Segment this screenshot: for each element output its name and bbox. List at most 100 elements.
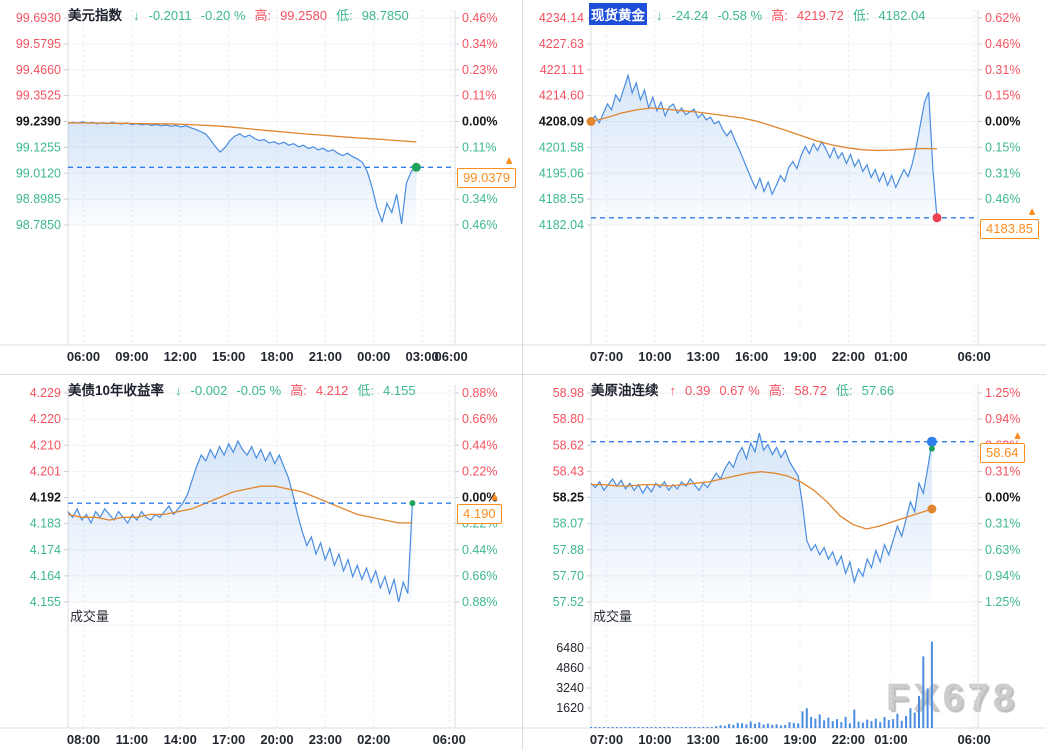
low-label: 低: (357, 383, 375, 398)
volume-bar (719, 725, 722, 728)
volume-bar (615, 727, 618, 728)
volume-bar (861, 722, 864, 728)
right-axis-tick-label: 0.31% (985, 517, 1020, 531)
volume-bar (866, 719, 869, 728)
chart-canvas-us-crude[interactable]: 58.98 1.25% 58.80 0.94% 58.62 0.63% 58.43 0.31%… (523, 375, 1046, 750)
volume-bar (930, 641, 933, 728)
volume-bar (654, 727, 657, 728)
volume-bar (896, 713, 899, 728)
high-label: 高: (768, 383, 786, 398)
volume-bar (805, 708, 808, 728)
right-axis-tick-label: 0.46% (985, 37, 1020, 51)
low-label: 低: (336, 8, 353, 23)
left-axis-tick-label: 4208.09 (539, 115, 584, 129)
volume-bar (922, 656, 925, 728)
current-price-value: 4183.85 (986, 221, 1033, 236)
time-axis-label: 09:00 (115, 349, 148, 364)
time-axis-label: 01:00 (874, 732, 907, 747)
volume-bar (641, 727, 644, 728)
instrument-title[interactable]: 美债10年收益率 (68, 383, 165, 398)
latest-price-dot (932, 213, 942, 223)
left-axis-tick-label: 57.70 (553, 569, 584, 583)
high-value: 58.72 (794, 383, 827, 398)
volume-bar (689, 727, 692, 728)
chart-panel-us10y-yield: 4.229 0.88% 4.220 0.66% 4.210 0.44% 4.201 0.22%… (0, 375, 523, 750)
time-axis-label: 22:00 (832, 349, 865, 364)
latest-price-dot (926, 436, 937, 447)
right-axis-tick-label: 0.00% (985, 491, 1020, 505)
instrument-title[interactable]: 美元指数 (68, 8, 122, 23)
left-axis-tick-label: 4234.14 (539, 11, 584, 25)
left-axis-tick-label: 4.210 (30, 438, 61, 452)
right-axis-tick-label: 1.25% (985, 595, 1020, 609)
volume-bar (706, 727, 709, 728)
low-value: 4.155 (383, 383, 416, 398)
average-price-line (68, 122, 417, 143)
left-axis-tick-label: 58.98 (553, 386, 584, 400)
chart-canvas-spot-gold[interactable]: 4234.14 0.62% 4227.63 0.46% 4221.11 0.31% 4214… (523, 0, 1046, 375)
volume-bar (814, 718, 817, 728)
volume-bar (758, 722, 761, 728)
chart-canvas-us10y-yield[interactable]: 4.229 0.88% 4.220 0.66% 4.210 0.44% 4.201 0.22%… (0, 375, 523, 750)
left-axis-tick-label: 4182.04 (539, 218, 584, 232)
left-axis-tick-label: 4.220 (30, 412, 61, 426)
time-axis-label: 07:00 (590, 732, 623, 747)
time-axis-label: 21:00 (309, 349, 342, 364)
change-direction-icon: ↑ (669, 383, 677, 398)
instrument-title[interactable]: 美原油连续 (591, 383, 659, 398)
time-axis-label: 00:00 (357, 349, 390, 364)
volume-bar (611, 727, 614, 728)
change-percent: 0.67 % (719, 383, 760, 398)
volume-bar (909, 708, 912, 728)
volume-bar (831, 721, 834, 728)
time-axis-label: 06:00 (67, 349, 100, 364)
instrument-title[interactable]: 现货黄金 (589, 3, 647, 25)
right-axis-tick-label: 0.31% (985, 63, 1020, 77)
change-direction-icon: ↓ (133, 8, 140, 23)
price-marker-icon: ▲ (489, 491, 500, 502)
volume-bar (857, 721, 860, 728)
price-marker-icon: ▲ (1027, 206, 1037, 217)
change-value: 0.39 (685, 383, 711, 398)
left-axis-tick-label: 98.8985 (16, 192, 61, 206)
change-value: -24.24 (671, 8, 709, 23)
right-axis-tick-label: 0.00% (462, 115, 497, 129)
volume-bar (827, 717, 830, 728)
time-axis-label: 17:00 (212, 732, 245, 747)
left-axis-tick-label: 58.43 (553, 464, 584, 478)
chart-panel-us-crude: FX678 58.98 1.25% 58.80 0.94% 58.62 0.63% 58.4… (523, 375, 1046, 750)
chart-canvas-usd-index[interactable]: 99.6930 0.46% 99.5795 0.34% 99.4660 0.23% 99.3… (0, 0, 523, 375)
volume-section-label: 成交量 (70, 609, 110, 624)
right-axis-tick-label: 0.15% (985, 140, 1020, 154)
time-axis-label: 08:00 (67, 732, 100, 747)
volume-bar (840, 722, 843, 728)
time-axis-label: 06:00 (958, 732, 991, 747)
left-axis-tick-label: 99.4660 (16, 63, 61, 77)
current-price-value: 58.64 (986, 445, 1019, 460)
volume-bar (710, 727, 713, 728)
latest-price-dot (586, 117, 596, 126)
time-axis-label: 02:00 (357, 732, 390, 747)
latest-price-dot (927, 504, 937, 514)
left-axis-tick-label: 4.174 (30, 543, 61, 557)
high-value: 99.2580 (280, 8, 328, 23)
time-axis-label: 13:00 (687, 349, 720, 364)
time-axis-label: 15:00 (212, 349, 245, 364)
volume-bar (672, 727, 674, 728)
right-axis-tick-label: 0.94% (985, 412, 1020, 426)
high-label: 高: (290, 383, 307, 398)
volume-bar (784, 724, 787, 728)
left-axis-tick-label: 4227.63 (539, 37, 584, 51)
volume-bar (797, 723, 800, 728)
volume-section-label: 成交量 (593, 609, 633, 624)
time-axis-label: 07:00 (590, 349, 623, 364)
right-axis-tick-label: 0.00% (985, 115, 1020, 129)
high-value: 4.212 (315, 383, 349, 398)
volume-bar (792, 722, 795, 728)
left-axis-tick-label: 58.25 (553, 491, 584, 505)
high-label: 高: (771, 8, 788, 23)
volume-bar (905, 715, 908, 728)
volume-bar (870, 721, 873, 728)
time-axis-label: 22:00 (832, 732, 865, 747)
volume-axis-tick-label: 1620 (556, 701, 584, 715)
